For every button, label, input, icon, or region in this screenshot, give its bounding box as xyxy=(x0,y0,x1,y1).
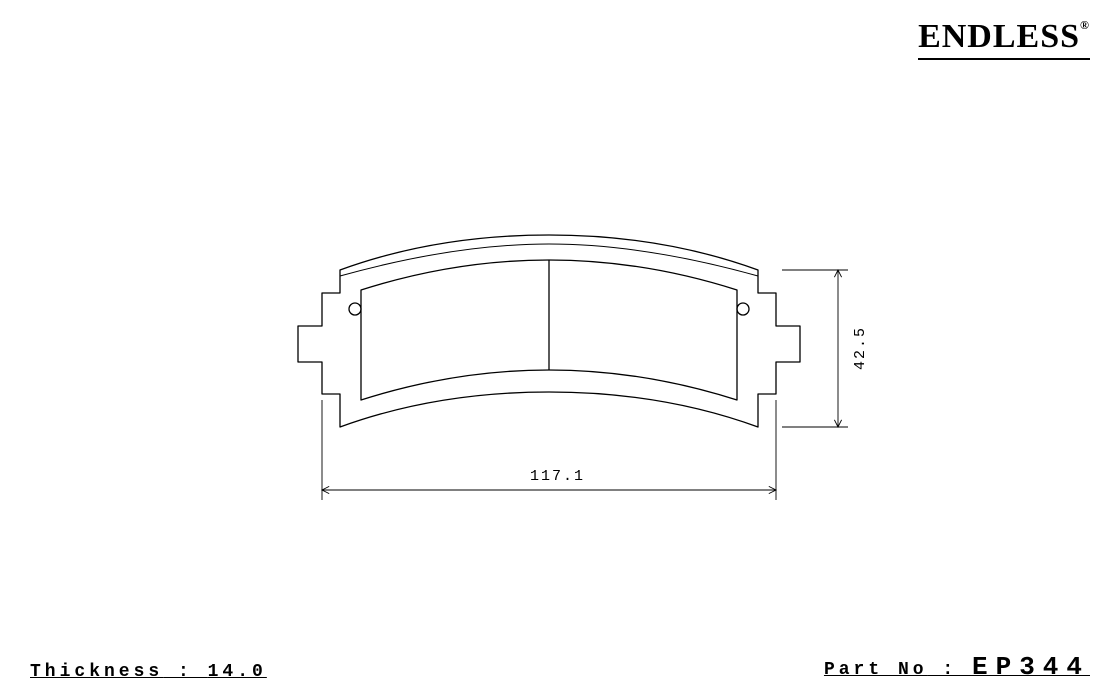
height-value: 42.5 xyxy=(852,326,869,370)
thickness-label: Thickness : 14.0 xyxy=(30,662,267,682)
height-dimension xyxy=(782,270,848,427)
thickness-value: 14.0 xyxy=(208,662,267,682)
brake-pad-outline xyxy=(298,235,800,427)
technical-drawing xyxy=(0,0,1120,700)
width-dimension xyxy=(322,400,776,500)
width-value: 117.1 xyxy=(530,468,585,485)
part-number-label: Part No : EP344 xyxy=(824,652,1090,682)
part-number-value: EP344 xyxy=(972,652,1090,682)
